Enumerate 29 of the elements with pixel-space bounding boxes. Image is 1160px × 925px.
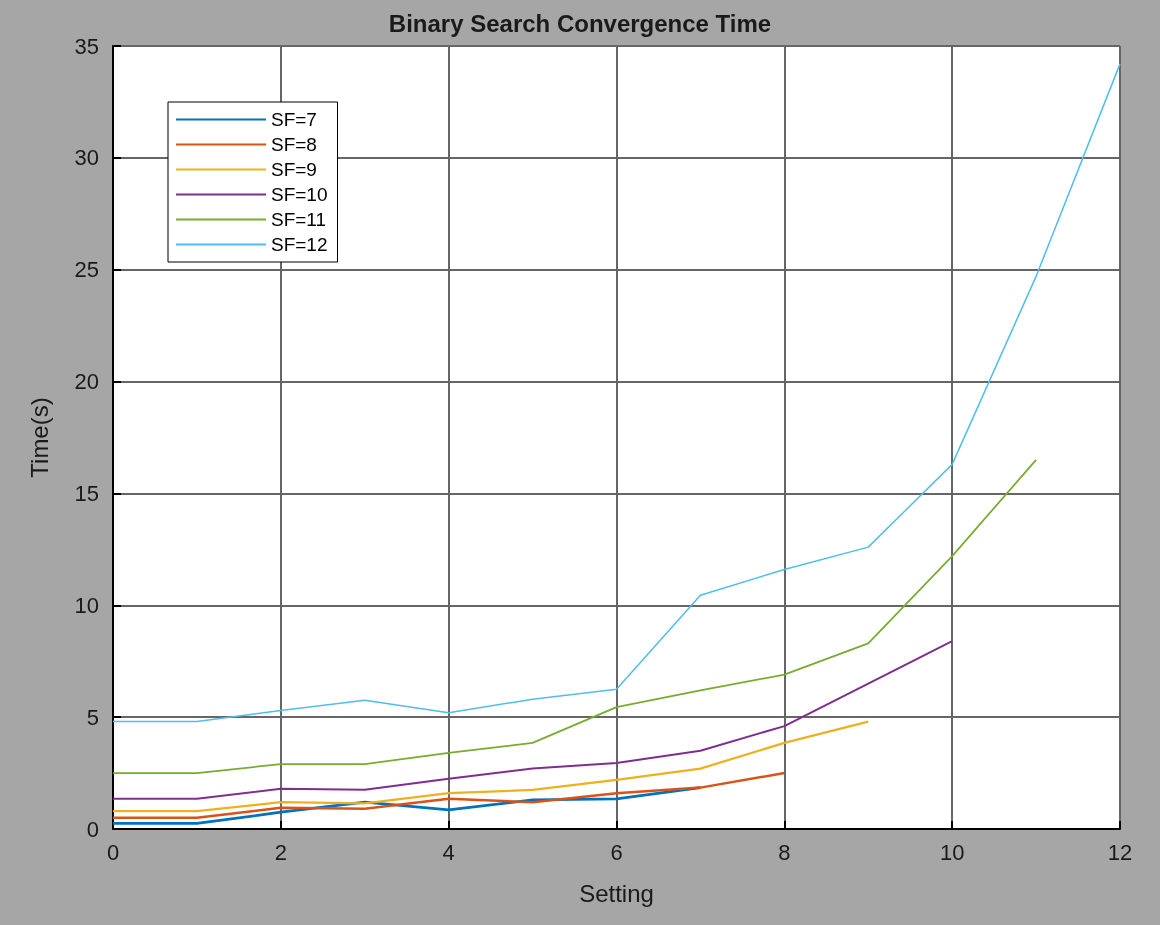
line-series — [112, 640, 954, 800]
y-tick-label: 0 — [86, 816, 99, 842]
y-tick-label: 20 — [74, 369, 99, 395]
y-tick-label: 30 — [74, 145, 99, 171]
chart-title: Binary Search Convergence Time — [388, 9, 772, 37]
x-tick-label: 12 — [1107, 839, 1133, 865]
legend-label: SF=7 — [271, 109, 317, 130]
legend-label: SF=9 — [271, 159, 317, 180]
line-series — [112, 63, 1121, 723]
line-series — [112, 458, 1037, 774]
y-tick-label: 10 — [74, 592, 99, 618]
x-tick-label: 0 — [106, 839, 120, 865]
y-tick-label: 35 — [74, 33, 99, 59]
line-series — [111, 771, 786, 820]
y-tick-label: 5 — [86, 704, 99, 730]
x-tick-label: 2 — [274, 839, 287, 865]
line-series — [111, 720, 870, 813]
legend-label: SF=11 — [271, 209, 327, 230]
x-axis-title: Setting — [579, 879, 654, 907]
y-axis-title: Time(s) — [25, 397, 53, 478]
x-tick-label: 10 — [939, 839, 965, 865]
x-tick-label: 6 — [610, 839, 623, 865]
legend-label: SF=10 — [271, 184, 328, 205]
y-tick-label: 25 — [74, 257, 99, 283]
x-tick-label: 8 — [778, 839, 791, 865]
y-tick-label: 15 — [74, 480, 99, 506]
x-tick-label: 4 — [442, 839, 455, 865]
legend-label: SF=12 — [271, 234, 328, 255]
legend-label: SF=8 — [271, 134, 317, 155]
